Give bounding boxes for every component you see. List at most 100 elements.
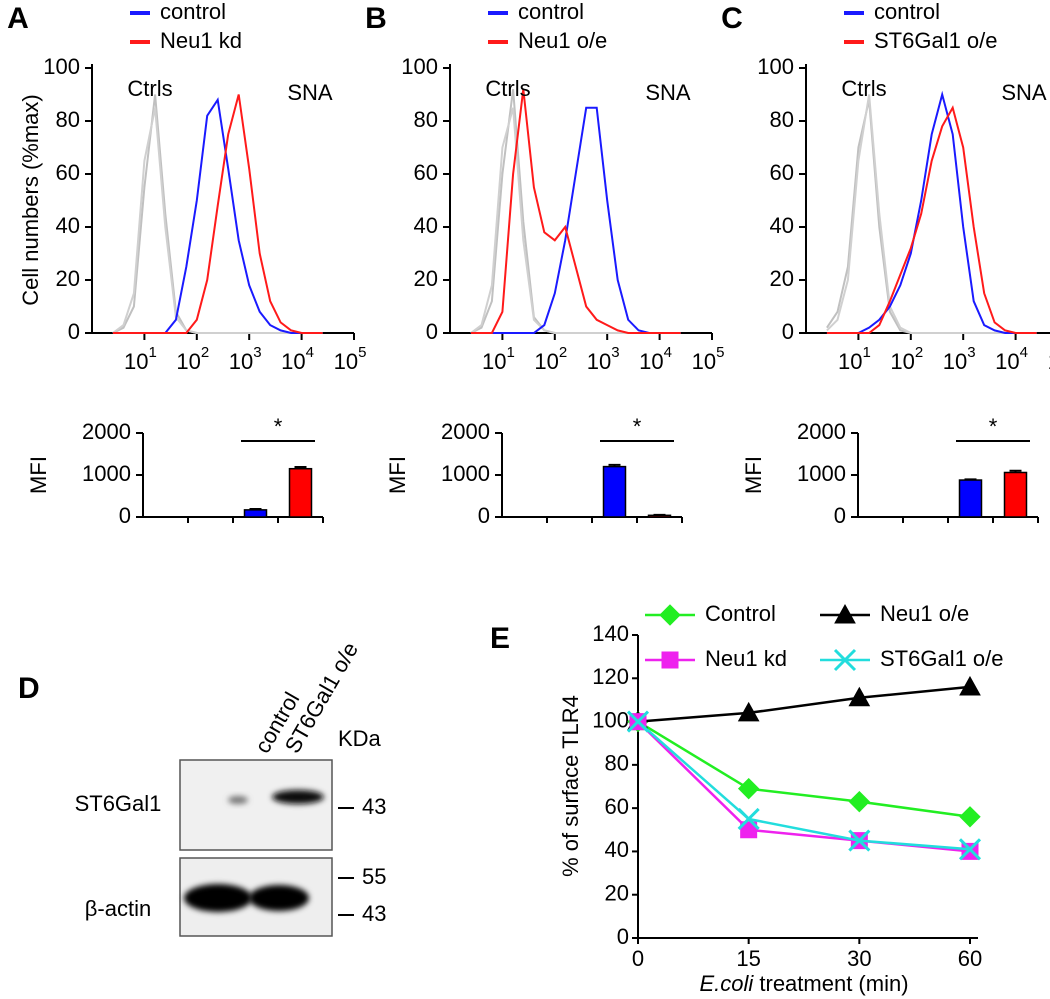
legend-label: control (518, 0, 584, 24)
y-tick-label: 60 (56, 160, 80, 185)
y-tick-label: 60 (770, 160, 794, 185)
y-tick-label: 20 (56, 266, 80, 291)
x-tick-base: 10 (334, 349, 358, 374)
x-tick-base: 10 (890, 349, 914, 374)
y-axis-label: MFI (741, 456, 766, 494)
x-tick-power: 5 (716, 344, 724, 361)
y-tick-label: 0 (834, 503, 846, 528)
y-axis-label: % of surface TLR4 (558, 695, 583, 877)
x-tick-power: 3 (967, 344, 975, 361)
row-label: ST6Gal1 (75, 791, 162, 816)
y-axis-label: Cell numbers (%max) (18, 94, 43, 306)
legend-label: Neu1 o/e (880, 601, 969, 626)
panel-letter: A (7, 2, 29, 35)
marker-label: 55 (362, 864, 386, 889)
x-tick-power: 4 (1020, 344, 1028, 361)
x-tick-label: 105 (334, 344, 367, 374)
unit-label: KDa (338, 726, 382, 751)
x-tick-label: 0 (632, 946, 644, 971)
x-tick-power: 4 (664, 344, 672, 361)
x-tick-power: 2 (559, 344, 567, 361)
error-bar (608, 463, 621, 467)
y-tick-label: 0 (782, 319, 794, 344)
y-tick-label: 120 (592, 664, 629, 689)
marker (848, 686, 871, 707)
x-tick-base: 10 (995, 349, 1019, 374)
x-tick-base: 10 (1048, 349, 1050, 374)
x-tick-label: 104 (639, 344, 672, 374)
panel-letter: B (365, 2, 387, 35)
legend-label: ST6Gal1 o/e (880, 646, 1004, 671)
y-axis-label: MFI (26, 456, 51, 494)
y-tick-label: 60 (605, 794, 629, 819)
legend-label: Control (705, 601, 776, 626)
annotation: * (989, 414, 998, 439)
y-tick-label: 20 (605, 881, 629, 906)
x-tick-power: 1 (862, 344, 870, 361)
y-tick-label: 2000 (82, 419, 131, 444)
histogram-curve (112, 94, 323, 334)
series-line (637, 720, 971, 819)
marker-label: 43 (362, 794, 386, 819)
x-tick-label: 102 (176, 344, 209, 374)
x-tick-label: 105 (692, 344, 725, 374)
histogram-curve (826, 105, 1037, 334)
y-tick-label: 100 (757, 54, 794, 79)
y-tick-label: 40 (56, 213, 80, 238)
x-tick-label: 102 (890, 344, 923, 374)
x-tick-base: 10 (534, 349, 558, 374)
histogram-curve (470, 89, 681, 334)
blot-box (179, 759, 333, 851)
annotation: * (274, 414, 283, 439)
marker (737, 701, 760, 722)
error-bar (249, 508, 262, 511)
y-tick-label: 0 (426, 319, 438, 344)
histogram-curve (470, 106, 681, 334)
y-tick-label: 40 (770, 213, 794, 238)
marker (958, 838, 982, 861)
y-tick-label: 0 (617, 924, 629, 949)
histogram-curve (112, 107, 323, 334)
x-tick-power: 3 (253, 344, 261, 361)
x-tick-label: 101 (482, 344, 515, 374)
histogram-curve (470, 89, 681, 334)
marker (661, 651, 679, 669)
y-tick-label: 60 (414, 160, 438, 185)
annotation: Ctrls (841, 76, 886, 101)
row-label: β-actin (85, 896, 151, 921)
x-tick-label: 105 (1048, 344, 1050, 374)
legend-label: control (160, 0, 226, 24)
marker (833, 648, 857, 672)
x-tick-power: 3 (611, 344, 619, 361)
marker (737, 777, 760, 800)
marker (659, 604, 681, 626)
marker (959, 675, 981, 696)
x-tick-base: 10 (639, 349, 663, 374)
x-tick-base: 10 (838, 349, 862, 374)
bar (602, 465, 627, 518)
x-tick-base: 10 (692, 349, 716, 374)
bar (243, 509, 268, 518)
x-tick-label: 60 (958, 946, 982, 971)
x-tick-label: 15 (736, 946, 760, 971)
x-axis-label-italic: E.coli (699, 971, 754, 996)
panel-letter: E (490, 622, 510, 655)
x-tick-power: 5 (358, 344, 366, 361)
marker (834, 603, 856, 624)
x-axis-label-rest: treatment (min) (753, 971, 908, 996)
legend-label: ST6Gal1 o/e (874, 28, 998, 53)
x-tick-power: 1 (506, 344, 514, 361)
y-axis-label: MFI (385, 456, 410, 494)
x-tick-power: 2 (915, 344, 923, 361)
histogram-curve (112, 94, 323, 334)
y-tick-label: 2000 (441, 419, 490, 444)
y-tick-label: 0 (478, 503, 490, 528)
annotation: Ctrls (485, 76, 530, 101)
marker (961, 842, 979, 860)
annotation: Ctrls (127, 76, 172, 101)
x-axis-label: E.coli treatment (min) (699, 971, 908, 996)
y-tick-label: 80 (414, 107, 438, 132)
y-tick-label: 40 (605, 837, 629, 862)
x-tick-label: 103 (229, 344, 262, 374)
